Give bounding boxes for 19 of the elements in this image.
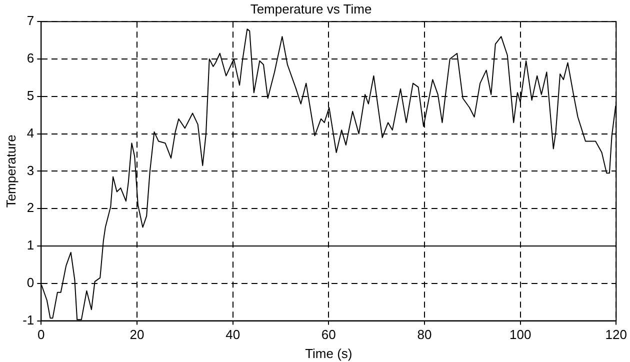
chart-title: Temperature vs Time bbox=[250, 1, 372, 16]
y-tick-label: 2 bbox=[26, 200, 34, 216]
y-tick-label: -1 bbox=[22, 312, 34, 328]
y-tick-label: 1 bbox=[26, 238, 34, 253]
y-tick-label: 5 bbox=[26, 88, 34, 103]
y-tick-label: 6 bbox=[26, 50, 34, 66]
y-tick-label: 7 bbox=[26, 13, 34, 28]
x-tick-label: 100 bbox=[509, 327, 532, 342]
y-tick-label: 3 bbox=[26, 162, 34, 178]
x-axis-title: Time (s) bbox=[305, 346, 352, 361]
y-tick-label: 0 bbox=[26, 274, 34, 290]
x-tick-label: 80 bbox=[417, 327, 432, 342]
y-tick-label: 4 bbox=[26, 125, 34, 140]
x-tick-label: 0 bbox=[38, 327, 45, 342]
y-axis-title: Temperature bbox=[3, 134, 18, 208]
x-tick-label: 40 bbox=[226, 327, 240, 342]
x-tick-label: 20 bbox=[130, 327, 144, 342]
x-tick-label: 120 bbox=[605, 327, 628, 342]
x-tick-label: 60 bbox=[321, 327, 336, 342]
